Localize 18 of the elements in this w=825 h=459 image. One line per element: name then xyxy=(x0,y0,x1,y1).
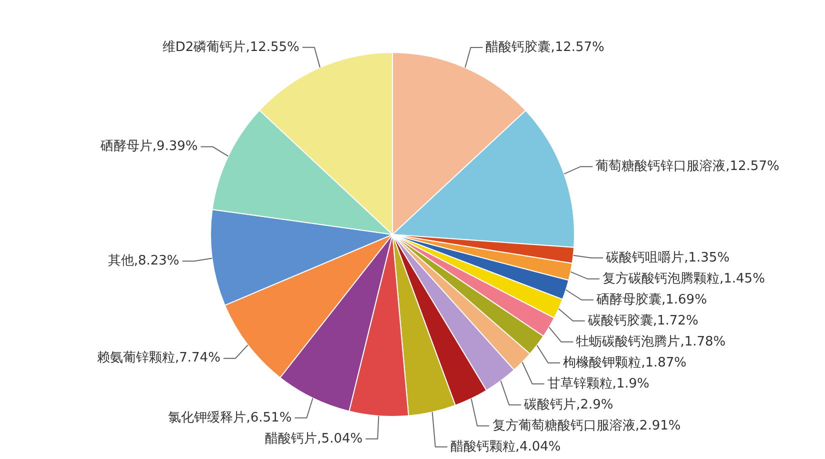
slice-label: 硒酵母胶囊,1.69% xyxy=(595,292,707,308)
slice-label: 甘草锌颗粒,1.9% xyxy=(547,376,650,392)
slice-label: 枸橼酸钾颗粒,1.87% xyxy=(563,355,687,370)
slice-label: 氯化钾缓释片,6.51% xyxy=(168,410,292,426)
slice-label: 葡萄糖酸钙锌口服溶液,12.57% xyxy=(596,158,780,174)
slice-label: 复方碳酸钙泡腾颗粒,1.45% xyxy=(602,270,765,286)
slice-label: 碳酸钙片,2.9% xyxy=(523,397,614,412)
slice-label: 牡蛎碳酸钙泡腾片,1.78% xyxy=(576,334,726,350)
slice-label: 碳酸钙胶囊,1.72% xyxy=(586,313,698,328)
slice-label: 维D2磷葡钙片,12.55% xyxy=(162,40,300,55)
slice-label: 醋酸钙颗粒,4.04% xyxy=(450,439,561,454)
slice-label: 醋酸钙片,5.04% xyxy=(265,431,363,446)
slice-label: 赖氨葡锌颗粒,7.74% xyxy=(97,350,220,366)
slice-label: 醋酸钙胶囊,12.57% xyxy=(486,40,604,55)
slice-label: 碳酸钙咀嚼片,1.35% xyxy=(605,250,730,266)
slice-label: 复方葡萄糖酸钙口服溶液,2.91% xyxy=(492,417,681,434)
slice-label: 硒酵母片,9.39% xyxy=(99,139,198,154)
slice-label: 其他,8.23% xyxy=(108,253,180,268)
